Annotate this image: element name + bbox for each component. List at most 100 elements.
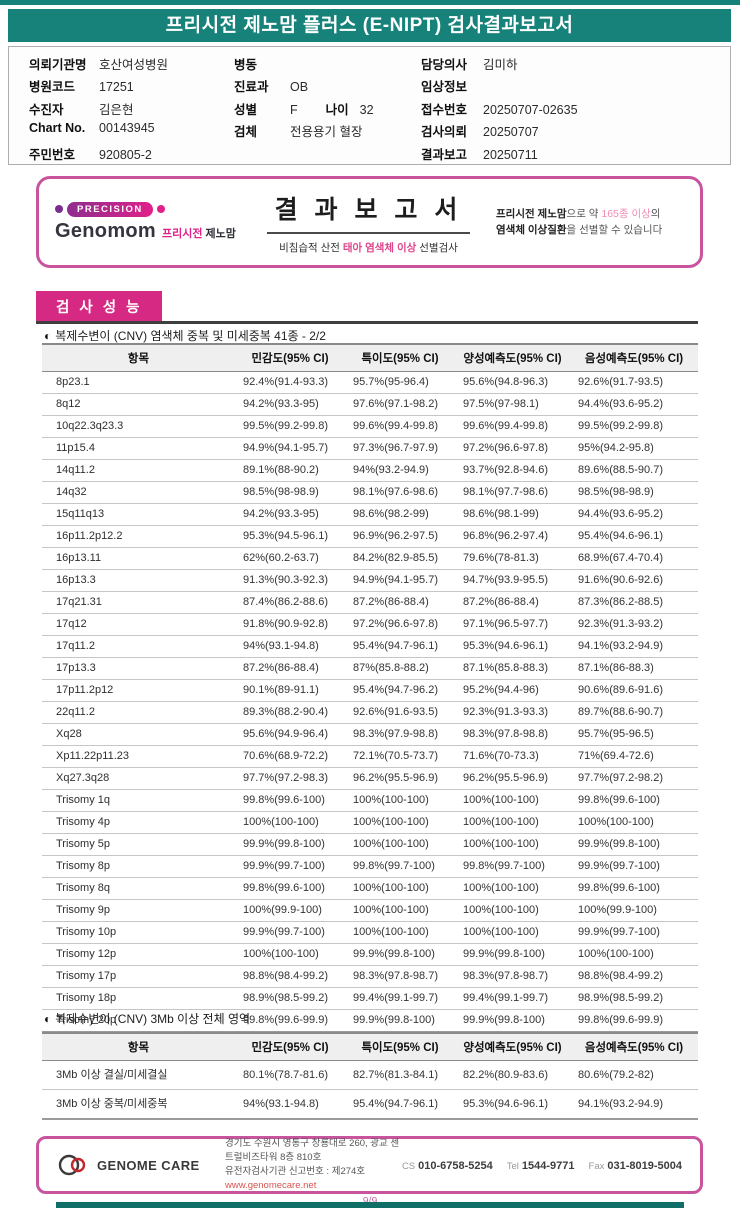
genome-care-mark-icon xyxy=(58,1154,86,1176)
contact-label: Fax xyxy=(588,1161,605,1172)
value-cell: 98.8%(98.4-99.2) xyxy=(570,965,698,988)
value-cell: 97.6%(97.1-98.2) xyxy=(345,393,455,416)
table-row: 3Mb 이상 결실/미세결실 80.1%(78.7-81.6) 82.7%(81.3… xyxy=(42,1060,698,1090)
field-value: 20250707-02635 xyxy=(483,102,578,117)
value-cell: 87.1%(86-88.3) xyxy=(570,657,698,680)
value-cell: 87.2%(86-88.4) xyxy=(235,657,345,680)
item-cell: Trisomy 5p xyxy=(42,833,235,856)
value-cell: 94%(93.2-94.9) xyxy=(345,459,455,482)
value-cell: 99.8%(99.7-100) xyxy=(455,855,570,878)
value-cell: 98.1%(97.6-98.6) xyxy=(345,481,455,504)
table-header-row: 항목 민감도(95% CI) 특이도(95% CI) 양성예측도(95% CI) 음성예… xyxy=(42,343,698,372)
footer-address: 경기도 수원시 영통구 창룡대로 260, 광교 센트럴비즈타워 8층 810호… xyxy=(225,1137,402,1194)
field-value: 00143945 xyxy=(99,121,155,136)
contact-label: Tel xyxy=(506,1161,519,1172)
column-header: 항목 xyxy=(42,1032,235,1061)
value-cell: 92.6%(91.6-93.5) xyxy=(345,701,455,724)
value-cell: 98.3%(97.9-98.8) xyxy=(345,723,455,746)
contact-value: 031-8019-5004 xyxy=(607,1160,682,1172)
field-value: 920805-2 xyxy=(99,147,152,162)
value-cell: 89.7%(88.6-90.7) xyxy=(570,701,698,724)
field-value: F xyxy=(290,102,298,117)
patient-field-row: 성별 F 나이 32 xyxy=(234,99,414,121)
value-cell: 96.8%(96.2-97.4) xyxy=(455,525,570,548)
table-row: 8p23.1 92.4%(91.4-93.3) 95.7%(95-96.4) 95.6… xyxy=(42,371,698,394)
value-cell: 94%(93.1-94.8) xyxy=(235,1089,345,1120)
value-cell: 68.9%(67.4-70.4) xyxy=(570,547,698,570)
value-cell: 92.4%(91.4-93.3) xyxy=(235,371,345,394)
field-value: 32 xyxy=(359,102,374,117)
value-cell: 94.7%(93.9-95.5) xyxy=(455,569,570,592)
value-cell: 94.9%(94.1-95.7) xyxy=(235,437,345,460)
value-cell: 62%(60.2-63.7) xyxy=(235,547,345,570)
patient-field-row: 임상정보 xyxy=(421,76,721,98)
cnv-table-caption: ◐ 복제수변이 (CNV) 염색체 중복 및 미세중복 41종 - 2/2 xyxy=(44,327,326,344)
table-row: Trisomy 17p 98.8%(98.4-99.2) 98.3%(97.8-98… xyxy=(42,965,698,988)
patient-info-column-3: 담당의사 김미하 임상정보 접수번호 20250707-02635 검사의뢰 2025070… xyxy=(421,54,721,166)
item-cell: 16p13.11 xyxy=(42,547,235,570)
value-cell: 92.6%(91.7-93.5) xyxy=(570,371,698,394)
patient-field-row: 검체 전용용기 혈장 xyxy=(234,121,414,143)
table-header-row: 항목 민감도(95% CI) 특이도(95% CI) 양성예측도(95% CI) 음성예… xyxy=(42,1032,698,1061)
value-cell: 99.9%(99.7-100) xyxy=(235,855,345,878)
value-cell: 100%(100-100) xyxy=(455,877,570,900)
precision-badge: PRECISION xyxy=(55,201,241,217)
table-row: 14q32 98.5%(98-98.9) 98.1%(97.6-98.6) 98.1%… xyxy=(42,481,698,504)
value-cell: 95.7%(95-96.5) xyxy=(570,723,698,746)
item-cell: Trisomy 8p xyxy=(42,855,235,878)
table-row: 15q11q13 94.2%(93.3-95) 98.6%(98.2-99) 98.6… xyxy=(42,503,698,526)
value-cell: 99.8%(99.6-100) xyxy=(570,789,698,812)
value-cell: 97.2%(96.6-97.8) xyxy=(455,437,570,460)
patient-field-row: Chart No. 00143945 xyxy=(29,121,229,143)
item-cell: 16p11.2p12.2 xyxy=(42,525,235,548)
value-cell: 94.1%(93.2-94.9) xyxy=(570,1089,698,1120)
value-cell: 100%(99.9-100) xyxy=(570,899,698,922)
value-cell: 94.9%(94.1-95.7) xyxy=(345,569,455,592)
column-header: 항목 xyxy=(42,343,235,372)
item-cell: 17q12 xyxy=(42,613,235,636)
value-cell: 82.7%(81.3-84.1) xyxy=(345,1060,455,1090)
table-row: 14q11.2 89.1%(88-90.2) 94%(93.2-94.9) 93.7%… xyxy=(42,459,698,482)
column-header: 특이도(95% CI) xyxy=(345,343,455,372)
note-text-1: 으로 약 xyxy=(566,207,602,220)
item-cell: Trisomy 17p xyxy=(42,965,235,988)
value-cell: 99.8%(99.7-100) xyxy=(345,855,455,878)
value-cell: 99.9%(99.7-100) xyxy=(235,921,345,944)
value-cell: 95.7%(95-96.4) xyxy=(345,371,455,394)
field-label: 접수번호 xyxy=(421,102,468,117)
patient-field-row: 의뢰기관명 호산여성병원 xyxy=(29,54,229,76)
footer-contact: Tel 1544-9771 xyxy=(507,1156,575,1174)
value-cell: 99.9%(99.7-100) xyxy=(570,855,698,878)
value-cell: 99.9%(99.8-100) xyxy=(570,833,698,856)
value-cell: 95.3%(94.6-96.1) xyxy=(455,1089,570,1120)
field-label: 담당의사 xyxy=(421,58,468,72)
footer-contact: Fax 031-8019-5004 xyxy=(589,1156,682,1174)
value-cell: 100%(100-100) xyxy=(345,921,455,944)
value-cell: 90.1%(89-91.1) xyxy=(235,679,345,702)
genomom-logo: PRECISION Genomom 프리시전 제노맘 xyxy=(55,201,241,243)
brand-name-en: Genomom xyxy=(55,219,156,242)
value-cell: 96.9%(96.2-97.5) xyxy=(345,525,455,548)
half-circle-icon: ◐ xyxy=(44,329,52,343)
value-cell: 100%(100-100) xyxy=(235,943,345,966)
brand-name-kr: 프리시전 제노맘 xyxy=(162,225,236,241)
field-value: 김미하 xyxy=(483,58,518,72)
table-row: 17q12 91.8%(90.9-92.8) 97.2%(96.6-97.8) 97.… xyxy=(42,613,698,636)
value-cell: 99.8%(99.6-99.9) xyxy=(570,1009,698,1033)
note-bold-2: 염색체 이상질환 xyxy=(496,224,567,236)
value-cell: 96.2%(95.5-96.9) xyxy=(345,767,455,790)
value-cell: 82.2%(80.9-83.6) xyxy=(455,1060,570,1090)
table-row: 3Mb 이상 중복/미세중복 94%(93.1-94.8) 95.4%(94.7-9… xyxy=(42,1089,698,1120)
value-cell: 99.6%(99.4-99.8) xyxy=(345,415,455,438)
value-cell: 99.6%(99.4-99.8) xyxy=(455,415,570,438)
value-cell: 99.8%(99.6-100) xyxy=(235,877,345,900)
table-row: Trisomy 18p 98.9%(98.5-99.2) 99.4%(99.1-99… xyxy=(42,987,698,1010)
badge-dot-left-icon xyxy=(55,205,63,213)
value-cell: 71%(69.4-72.6) xyxy=(570,745,698,768)
item-cell: 8q12 xyxy=(42,393,235,416)
value-cell: 95.4%(94.7-96.2) xyxy=(345,679,455,702)
patient-field-row: 주민번호 920805-2 xyxy=(29,144,229,166)
result-report-box: PRECISION Genomom 프리시전 제노맘 결 과 보 고 서 비침습… xyxy=(36,176,703,268)
badge-dot-right-icon xyxy=(156,205,165,213)
